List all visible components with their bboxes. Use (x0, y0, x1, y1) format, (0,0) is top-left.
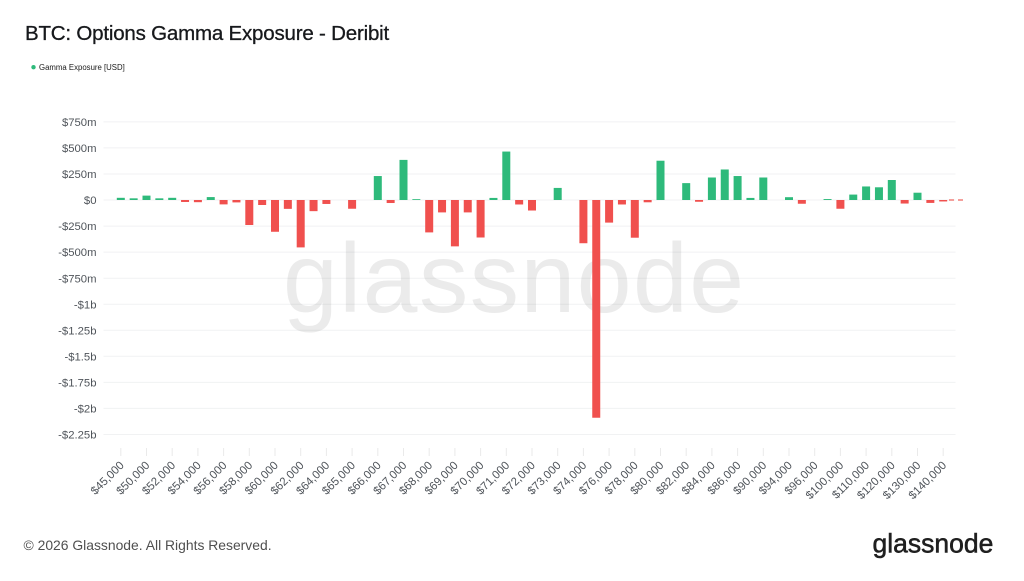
svg-text:-$2b: -$2b (74, 404, 97, 416)
svg-text:$500m: $500m (62, 143, 97, 155)
svg-text:glassnode: glassnode (283, 223, 746, 333)
svg-text:$750m: $750m (62, 117, 97, 129)
svg-text:BTC: Options Gamma Exposure -: BTC: Options Gamma Exposure - Deribit (25, 22, 389, 45)
svg-text:glassnode: glassnode (873, 529, 994, 559)
svg-text:-$750m: -$750m (58, 273, 96, 285)
svg-text:$0: $0 (84, 195, 97, 207)
svg-text:$250m: $250m (62, 169, 97, 181)
svg-text:-$1.75b: -$1.75b (58, 378, 96, 390)
svg-text:-$1.5b: -$1.5b (64, 351, 96, 363)
svg-text:-$1b: -$1b (74, 299, 97, 311)
svg-text:-$250m: -$250m (58, 221, 96, 233)
svg-text:Gamma Exposure [USD]: Gamma Exposure [USD] (39, 63, 125, 72)
svg-text:© 2026 Glassnode. All Rights R: © 2026 Glassnode. All Rights Reserved. (24, 537, 272, 553)
svg-text:-$2.25b: -$2.25b (58, 430, 96, 442)
svg-text:-$1.25b: -$1.25b (58, 325, 96, 337)
svg-text:-$500m: -$500m (58, 247, 96, 259)
